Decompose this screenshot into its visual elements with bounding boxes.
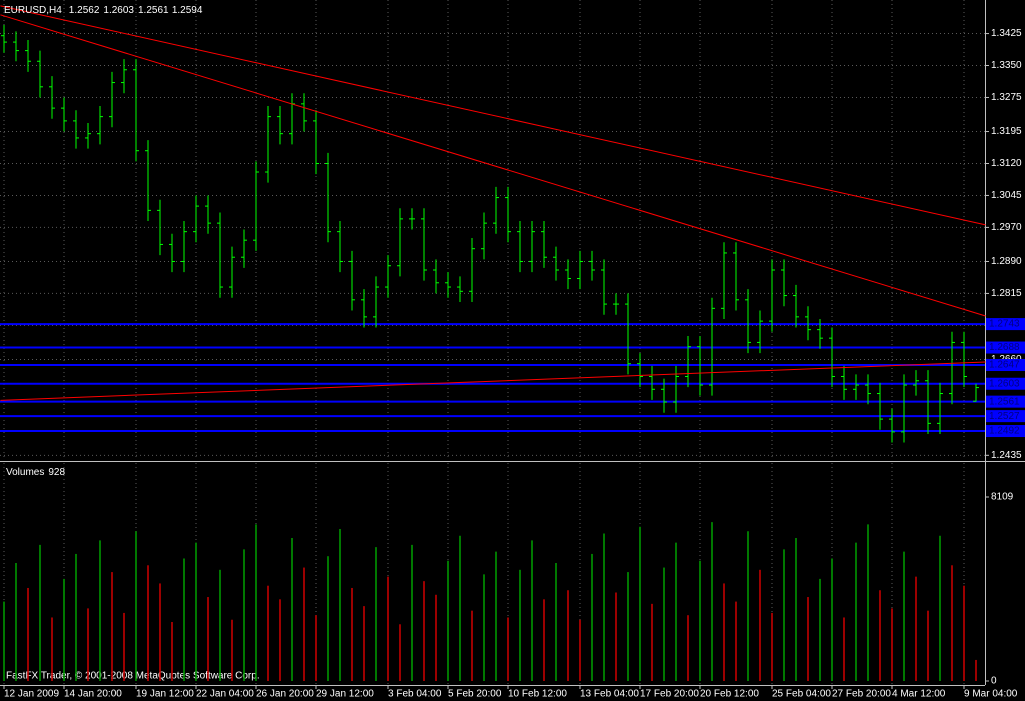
level-tag [986,318,1025,331]
x-tick-label: 9 Mar 04:00 [964,689,1018,700]
x-tick-label: 3 Feb 04:00 [388,689,442,700]
level-label: 1.2688 [989,342,1020,353]
last-price: 1.2603 [103,5,134,16]
footer: FastFX Trader, © 2001-2008 MetaQuotes So… [6,671,260,682]
y-tick-label: 1.3045 [991,190,1022,201]
level-label: 1.2743 [989,319,1020,330]
level-label: 1.2527 [989,411,1020,422]
level-label: 1.2647 [989,360,1020,371]
level-label: 1.2603 [989,378,1020,389]
y-tick-label: 8109 [991,492,1014,503]
x-tick-label: 26 Jan 20:00 [256,689,314,700]
x-tick-label: 5 Feb 20:00 [448,689,502,700]
level-label: 1.2492 [989,426,1020,437]
level-tag [986,358,1025,371]
x-tick-label: 17 Feb 20:00 [640,689,699,700]
y-tick-label: 0 [991,676,997,687]
y-tick-label: 1.3350 [991,60,1022,71]
x-tick-label: 20 Feb 12:00 [700,689,759,700]
symbol: EURUSD,H4 [4,5,62,16]
y-tick-label: 1.2815 [991,288,1022,299]
level-tag [986,395,1025,408]
last-price: 1.2594 [172,5,203,16]
x-tick-label: 29 Jan 12:00 [316,689,374,700]
level-tag [986,425,1025,438]
x-tick-label: 19 Jan 12:00 [136,689,194,700]
y-tick-label: 1.2970 [991,222,1022,233]
y-tick-label: 1.3195 [991,126,1022,137]
x-tick-label: 22 Jan 04:00 [196,689,254,700]
x-tick-label: 27 Feb 20:00 [832,689,891,700]
x-tick-label: 10 Feb 12:00 [508,689,567,700]
x-tick-label: 4 Mar 12:00 [892,689,946,700]
level-tag [986,410,1025,423]
x-tick-label: 12 Jan 2009 [4,689,59,700]
last-price: 1.2562 [69,5,100,16]
y-tick-label: 1.2890 [991,256,1022,267]
volume-last: 928 [48,467,65,478]
chart-header: EURUSD,H4 1.2562 1.2603 1.2561 1.2594 [4,5,203,16]
x-tick-label: 25 Feb 04:00 [772,689,831,700]
x-tick-label: 14 Jan 20:00 [64,689,122,700]
level-tag [986,341,1025,354]
trendline [0,14,986,317]
y-tick-label: 1.3425 [991,28,1022,39]
volume-title: Volumes [6,467,44,478]
volume-header: Volumes 928 [6,467,65,478]
y-tick-label: 1.3275 [991,92,1022,103]
y-tick-label: 1.3120 [991,158,1022,169]
y-tick-label: 1.2435 [991,450,1022,461]
level-tag [986,377,1025,390]
level-label: 1.2561 [989,396,1020,407]
trendline [0,361,986,401]
x-tick-label: 13 Feb 04:00 [580,689,639,700]
last-price: 1.2561 [138,5,169,16]
trendline [0,5,986,226]
